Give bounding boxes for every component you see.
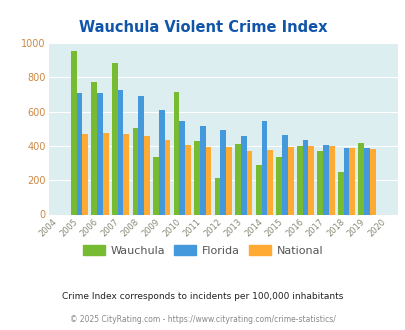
Bar xyxy=(363,148,369,214)
Bar xyxy=(164,140,170,214)
Bar xyxy=(281,135,287,214)
Bar xyxy=(302,140,307,214)
Bar xyxy=(158,110,164,214)
Bar xyxy=(343,148,349,214)
Bar xyxy=(266,150,272,214)
Text: Crime Index corresponds to incidents per 100,000 inhabitants: Crime Index corresponds to incidents per… xyxy=(62,292,343,301)
Legend: Wauchula, Florida, National: Wauchula, Florida, National xyxy=(78,240,327,260)
Text: Wauchula Violent Crime Index: Wauchula Violent Crime Index xyxy=(79,20,326,35)
Bar xyxy=(112,63,117,214)
Bar xyxy=(226,147,231,214)
Bar xyxy=(349,148,354,214)
Bar xyxy=(144,136,149,214)
Bar xyxy=(246,151,252,214)
Bar xyxy=(91,82,97,214)
Bar xyxy=(241,136,246,214)
Bar xyxy=(71,51,77,214)
Bar xyxy=(205,147,211,214)
Bar xyxy=(117,90,123,214)
Bar xyxy=(322,145,328,214)
Bar xyxy=(185,145,190,214)
Bar xyxy=(307,146,313,214)
Bar xyxy=(255,165,261,214)
Bar xyxy=(82,134,88,214)
Bar xyxy=(328,146,334,214)
Bar xyxy=(77,93,82,214)
Text: © 2025 CityRating.com - https://www.cityrating.com/crime-statistics/: © 2025 CityRating.com - https://www.city… xyxy=(70,315,335,324)
Bar xyxy=(358,143,363,214)
Bar xyxy=(123,134,129,214)
Bar xyxy=(153,157,158,214)
Bar xyxy=(97,93,103,214)
Bar xyxy=(287,147,293,214)
Bar xyxy=(132,128,138,214)
Bar xyxy=(199,126,205,214)
Bar xyxy=(194,141,199,214)
Bar xyxy=(214,179,220,214)
Bar xyxy=(138,96,144,214)
Bar xyxy=(296,146,302,214)
Bar xyxy=(234,144,241,214)
Bar xyxy=(261,121,266,214)
Bar xyxy=(276,157,281,214)
Bar xyxy=(317,151,322,214)
Bar xyxy=(179,121,185,214)
Bar xyxy=(173,92,179,214)
Bar xyxy=(220,130,226,214)
Bar xyxy=(103,133,109,214)
Bar xyxy=(337,173,343,214)
Bar xyxy=(369,149,375,214)
